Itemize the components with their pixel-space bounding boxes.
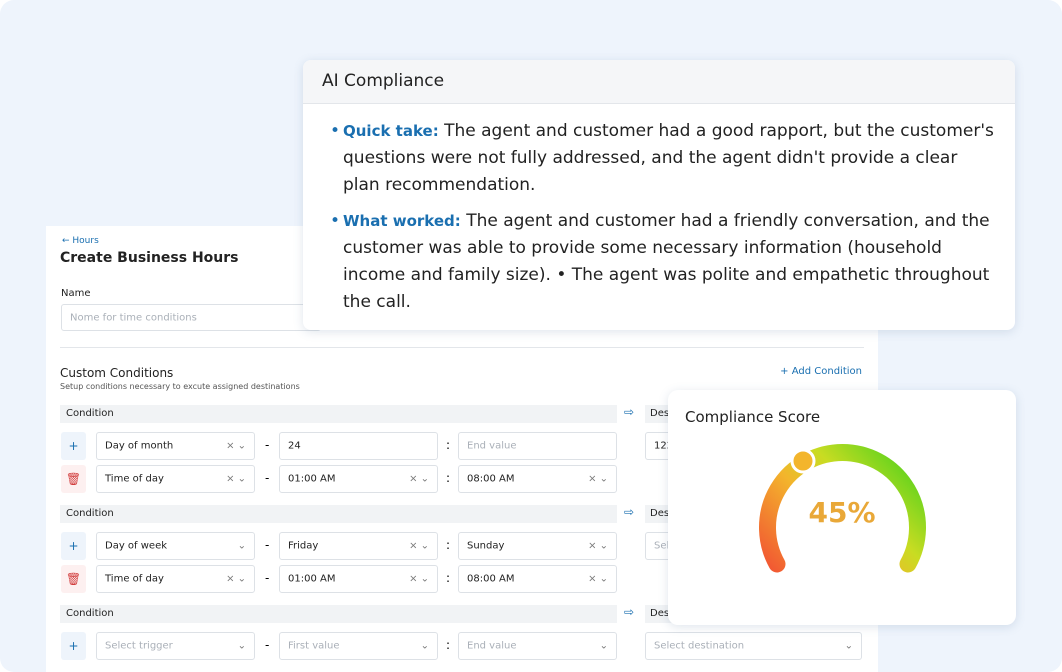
delete-button[interactable]: 🗑 [61,465,86,493]
field[interactable]: Time of day × ⌄ [96,565,255,593]
arrow-icon: ⇨ [624,605,635,619]
separator: - [265,538,270,552]
field-value: 122 [654,440,674,452]
separator: : [446,471,451,485]
divider [60,347,864,348]
bullet: Quick take: The agent and customer had a… [330,118,997,199]
field-icons: × ⌄ [588,573,608,585]
field[interactable]: 24 [279,432,438,460]
field[interactable]: 08:00 AM × ⌄ [458,465,617,493]
field[interactable]: Sunday × ⌄ [458,532,617,560]
separator: - [265,438,270,452]
arrow-icon: ⇨ [624,405,635,419]
field-value: Time of day [105,473,164,485]
bullet-text: The agent and customer had a friendly co… [343,211,990,312]
separator: : [446,538,451,552]
gauge: 45% [759,443,926,573]
field-icons: × ⌄ [588,473,608,485]
field-value: Friday [288,540,319,552]
field-value: Sunday [467,540,505,552]
placeholder: Select destination [654,640,745,652]
gauge-knob [790,448,816,474]
bullet-label: What worked: [343,212,461,230]
field-icons: ⌄ [237,640,246,652]
field-icons: × ⌄ [588,540,608,552]
field-icons: ⌄ [420,640,429,652]
bullet-text: The agent and customer had a good rappor… [343,121,994,195]
field[interactable]: Select destination ⌄ [645,632,862,660]
separator: - [265,638,270,652]
card-title: Compliance Score [685,408,821,426]
add-condition[interactable]: + Add Condition [780,366,862,377]
field[interactable]: Day of month × ⌄ [96,432,255,460]
field-icons: × ⌄ [226,573,246,585]
field[interactable]: 01:00 AM × ⌄ [279,465,438,493]
placeholder: First value [288,640,340,652]
field[interactable]: End value ⌄ [458,632,617,660]
bullet-list: Quick take: The agent and customer had a… [303,104,1015,316]
field-value: 08:00 AM [467,573,515,585]
card-title: AI Compliance [303,60,1015,104]
field-icons: × ⌄ [226,440,246,452]
score-card: Compliance Score 45% [668,390,1016,625]
separator: - [265,571,270,585]
field[interactable]: First value ⌄ [279,632,438,660]
separator: : [446,438,451,452]
bullet: What worked: The agent and customer had … [330,208,997,316]
placeholder: End value [467,640,517,652]
ai-compliance-card: AI Compliance Quick take: The agent and … [303,60,1015,330]
gauge-arc [759,443,926,573]
field[interactable]: Friday × ⌄ [279,532,438,560]
separator: - [265,471,270,485]
field[interactable]: Select trigger ⌄ [96,632,255,660]
condition-header: Condition [60,605,617,623]
score-value: 45% [808,496,875,529]
arrow-icon: ⇨ [624,505,635,519]
field[interactable]: End value [458,432,617,460]
back-link[interactable]: ← Hours [62,236,99,246]
field-value: Time of day [105,573,164,585]
section-subtitle: Setup conditions necessary to excute ass… [60,382,300,391]
separator: : [446,638,451,652]
field[interactable]: 08:00 AM × ⌄ [458,565,617,593]
bullet-label: Quick take: [343,122,439,140]
field-icons: × ⌄ [409,573,429,585]
name-label: Name [61,288,91,299]
separator: : [446,571,451,585]
placeholder: Select trigger [105,640,173,652]
field-icons: × ⌄ [226,473,246,485]
form-title: Create Business Hours [60,250,239,266]
field-value: 01:00 AM [288,573,336,585]
field-icons: ⌄ [237,540,246,552]
add-button[interactable]: + [61,532,86,560]
field-value: Day of week [105,540,168,552]
condition-header: Condition [60,405,617,423]
field-icons: × ⌄ [409,540,429,552]
condition-header: Condition [60,505,617,523]
section-title: Custom Conditions [60,366,174,380]
field-icons: ⌄ [844,640,853,652]
field[interactable]: Time of day × ⌄ [96,465,255,493]
delete-button[interactable]: 🗑 [61,565,86,593]
field-icons: ⌄ [599,640,608,652]
add-button[interactable]: + [61,632,86,660]
placeholder: Nome for time conditions [70,312,197,323]
field-icons: × ⌄ [409,473,429,485]
placeholder: End value [467,440,517,452]
field[interactable]: 01:00 AM × ⌄ [279,565,438,593]
field-value: 24 [288,440,301,452]
field-value: 01:00 AM [288,473,336,485]
field-value: 08:00 AM [467,473,515,485]
field[interactable]: Day of week ⌄ [96,532,255,560]
add-button[interactable]: + [61,432,86,460]
name-input[interactable]: Nome for time conditions [61,304,321,331]
field-value: Day of month [105,440,174,452]
